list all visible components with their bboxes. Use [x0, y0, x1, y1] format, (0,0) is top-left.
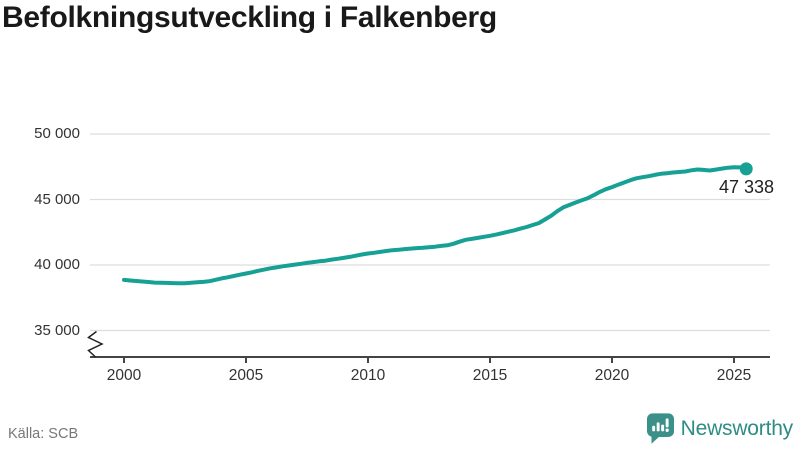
source-caption: Källa: SCB [8, 426, 79, 442]
last-value-label: 47 338 [718, 177, 774, 197]
newsworthy-brand: Newsworthy [646, 413, 794, 444]
population-line [122, 165, 749, 286]
newsworthy-logo-icon [646, 413, 674, 444]
x-tick-label: 2025 [716, 367, 752, 384]
x-tick-label: 2000 [106, 367, 142, 384]
y-tick-label: 45 000 [34, 190, 80, 208]
y-tick-label: 50 000 [34, 125, 80, 142]
y-tick-label: 35 000 [34, 321, 80, 339]
x-tick-label: 2010 [350, 367, 386, 384]
y-tick-label: 40 000 [34, 256, 80, 273]
page-title: Befolkningsutveckling i Falkenberg [2, 1, 497, 34]
x-tick-label: 2005 [228, 367, 264, 384]
end-point-dot [739, 162, 753, 176]
brand-name: Newsworthy [680, 416, 794, 440]
x-tick-label: 2020 [594, 367, 630, 384]
x-tick-label: 2015 [472, 367, 508, 384]
axis-break-zigzag [87, 330, 104, 358]
